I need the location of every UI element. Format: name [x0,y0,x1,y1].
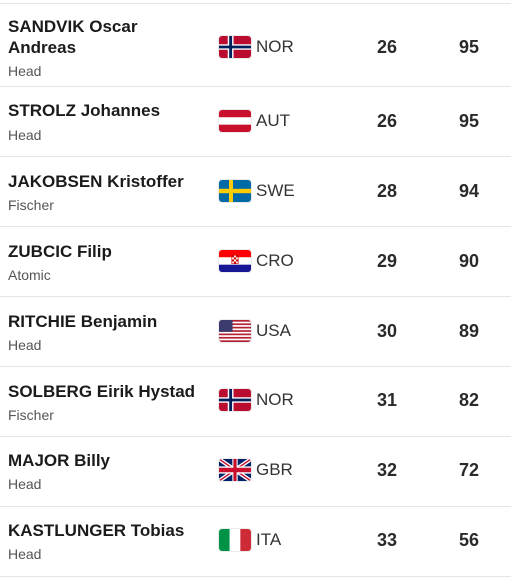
athlete-row[interactable]: ZUBCIC Filip Atomic CRO 29 90 [0,227,511,297]
athlete-name[interactable]: ZUBCIC Filip [8,242,112,261]
athlete-row[interactable]: STROLZ Johannes Head AUT 26 95 [0,87,511,157]
athlete-name[interactable]: KASTLUNGER Tobias [8,521,185,540]
value-1: 33 [376,530,397,550]
ski-brand: Fischer [8,407,54,423]
value-2: 82 [458,390,479,410]
country-code: CRO [256,251,294,270]
athlete-row[interactable]: KASTLUNGER Tobias Head ITA 33 56 [0,507,511,577]
athlete-name[interactable]: RITCHIE Benjamin [8,312,158,331]
ski-brand: Head [8,476,42,492]
value-1: 30 [376,321,397,341]
value-2: 90 [458,251,479,271]
athlete-name[interactable]: SOLBERG Eirik Hystad [8,382,196,401]
italy-flag-icon [219,529,251,551]
uk-flag-icon [219,459,251,481]
value-2: 95 [458,111,479,131]
athlete-name[interactable]: JAKOBSEN Kristoffer [8,172,184,191]
country-code: AUT [256,111,290,130]
ski-brand: Fischer [8,197,54,213]
value-2: 72 [458,460,479,480]
athlete-row[interactable]: MAJOR Billy Head GBR 32 72 [0,437,511,507]
value-1: 31 [376,390,397,410]
value-1: 32 [376,460,397,480]
country-code: NOR [256,37,294,56]
ski-brand: Head [8,127,42,143]
country-code: USA [256,321,291,340]
ski-brand: Head [8,337,42,353]
value-1: 26 [376,111,397,131]
usa-flag-icon [219,320,251,342]
country-code: GBR [256,460,293,479]
value-1: 28 [376,181,397,201]
value-2: 94 [458,181,479,201]
value-1: 26 [376,37,397,57]
athlete-row[interactable]: RITCHIE Benjamin Head USA 30 89 [0,297,511,367]
value-2: 56 [458,530,479,550]
ski-brand: Atomic [8,267,51,283]
athlete-row[interactable]: SANDVIK Oscar Andreas Head NOR 26 95 [0,3,511,87]
norway-flag-icon [219,36,251,58]
athlete-row[interactable]: JAKOBSEN Kristoffer Fischer SWE 28 94 [0,157,511,227]
country-code: ITA [256,530,282,549]
athlete-row[interactable]: SOLBERG Eirik Hystad Fischer NOR 31 82 [0,367,511,437]
country-code: NOR [256,390,294,409]
value-2: 89 [458,321,479,341]
value-1: 29 [376,251,397,271]
sweden-flag-icon [219,180,251,202]
norway-flag-icon [219,389,251,411]
athlete-name[interactable]: SANDVIK Oscar Andreas [8,17,138,57]
ski-brand: Head [8,63,42,79]
athlete-name[interactable]: MAJOR Billy [8,451,111,470]
austria-flag-icon [219,110,251,132]
country-code: SWE [256,181,295,200]
ski-brand: Head [8,546,42,562]
athlete-name[interactable]: STROLZ Johannes [8,101,161,120]
croatia-flag-icon [219,250,251,272]
value-2: 95 [458,37,479,57]
